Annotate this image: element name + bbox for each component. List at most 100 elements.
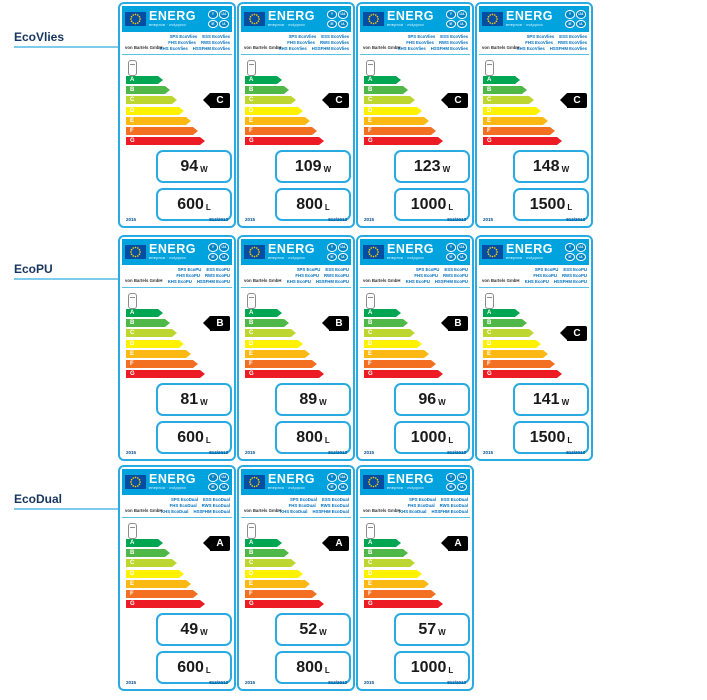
scale-arrow-letter: D <box>483 106 536 115</box>
scale-arrow-letter: G <box>126 137 200 146</box>
product-model: FHS EcoDual <box>288 503 316 509</box>
scale-arrow-c: C <box>364 96 415 105</box>
product-model: KHS EcoDual <box>280 509 308 515</box>
product-model: HSSFHM EcoDual <box>193 509 230 515</box>
liters-value: 600 <box>177 658 204 676</box>
product-model: HSSFHM EcoPU <box>434 279 468 285</box>
product-model-line: SPS EcoDual ESS EcoDual <box>124 497 230 503</box>
product-model: KHS EcoDual <box>161 509 189 515</box>
scale-arrow-e: E <box>483 116 548 125</box>
energ-subtitle: енергия · ενέργεια <box>506 255 543 260</box>
scale-arrow-d: D <box>245 569 303 578</box>
eu-flag-icon <box>363 245 384 259</box>
class-marker-tip-icon <box>560 326 567 341</box>
scale-arrow-tip-icon <box>158 76 163 84</box>
scale-arrow-g: G <box>245 600 324 609</box>
energy-class-letter: C <box>210 92 230 108</box>
energy-label: ENERG енергия · ενέργεια Y IJA IE IA SPS Ec… <box>118 465 236 691</box>
scale-arrow-tip-icon <box>312 360 317 368</box>
language-badges: Y IJA IE IA <box>446 10 467 28</box>
storage-tank-icon <box>366 60 375 76</box>
scale-arrow-tip-icon <box>305 349 310 358</box>
product-model-line: SPS EcoVlies ESS EcoVlies <box>362 34 468 40</box>
product-model-list: SPS EcoPU ESS EcoPU FHS EcoPU RWS EcoPU KHS … <box>124 267 230 286</box>
product-model-line: KHS EcoVlies HSSFHM EcoVlies <box>124 46 230 52</box>
scale-arrow-tip-icon <box>543 116 548 125</box>
scale-arrow-tip-icon <box>158 309 163 317</box>
regulation-label: 812/2013 <box>566 450 585 455</box>
liters-unit: L <box>567 435 573 445</box>
scale-arrow-letter: E <box>483 116 543 125</box>
language-badge: IE <box>565 252 575 261</box>
storage-tank-icon <box>485 293 494 309</box>
label-header: ENERG енергия · ενέργεια Y IJA IE IA <box>122 6 232 32</box>
volume-box: 600 L <box>156 651 232 684</box>
scale-arrow-e: E <box>364 579 429 588</box>
watts-unit: W <box>438 627 446 637</box>
scale-arrow-tip-icon <box>522 319 527 328</box>
scale-arrow-tip-icon <box>298 339 303 348</box>
watts-unit: W <box>200 164 208 174</box>
year-label: 2015 <box>245 450 256 455</box>
watts-value: 141 <box>532 390 560 408</box>
supplier-name: von Bartels GmbH <box>482 278 520 283</box>
language-badge: IE <box>327 482 337 491</box>
scale-arrow-tip-icon <box>319 137 324 146</box>
product-model-line: FHS EcoVlies RWS EcoVlies <box>481 40 587 46</box>
liters-unit: L <box>448 435 454 445</box>
scale-arrow-b: B <box>483 86 527 95</box>
scale-arrow-letter: F <box>245 360 312 368</box>
scale-arrow-tip-icon <box>396 309 401 317</box>
supplier-name: von Bartels GmbH <box>363 45 401 50</box>
energ-subtitle: енергия · ενέργεια <box>387 485 424 490</box>
product-model-line: FHS EcoDual RWS EcoDual <box>243 503 349 509</box>
liters-unit: L <box>448 665 454 675</box>
product-model-list: SPS EcoVlies ESS EcoVlies FHS EcoVlies RWS … <box>243 34 349 53</box>
product-model: HSSFHM EcoDual <box>431 509 468 515</box>
scale-arrow-tip-icon <box>536 339 541 348</box>
label-header: ENERG енергия · ενέργεια Y IJA IE IA <box>241 469 351 495</box>
energy-class-marker: C <box>322 92 349 108</box>
product-model: HSSFHM EcoPU <box>315 279 349 285</box>
product-model: FHS EcoPU <box>533 273 557 279</box>
scale-arrow-b: B <box>126 319 170 328</box>
product-model: KHS EcoVlies <box>397 46 426 52</box>
language-badges: Y IJA IE IA <box>327 473 348 491</box>
energy-label: ENERG енергия · ενέργεια Y IJA IE IA SPS Ec… <box>475 2 593 228</box>
watts-unit: W <box>200 627 208 637</box>
scale-arrow-c: C <box>126 559 177 568</box>
energ-title: ENERG <box>387 9 434 24</box>
scale-arrow-tip-icon <box>424 116 429 125</box>
scale-arrow-tip-icon <box>277 539 282 547</box>
volume-box: 800 L <box>275 651 351 684</box>
energ-title: ENERG <box>149 242 196 257</box>
liters-unit: L <box>205 665 211 675</box>
scale-arrow-c: C <box>245 559 296 568</box>
scale-arrow-f: F <box>245 360 317 368</box>
liters-unit: L <box>567 202 573 212</box>
language-badge: Y <box>208 10 218 19</box>
language-badge: IJA <box>338 473 348 482</box>
liters-unit: L <box>324 435 330 445</box>
product-model-list: SPS EcoVlies ESS EcoVlies FHS EcoVlies RWS … <box>362 34 468 53</box>
watts-unit: W <box>561 164 570 174</box>
scale-arrow-tip-icon <box>186 116 191 125</box>
liters-value: 600 <box>177 428 204 446</box>
product-model-line: SPS EcoVlies ESS EcoVlies <box>243 34 349 40</box>
energy-class-letter: A <box>329 535 349 551</box>
scale-arrow-letter: A <box>364 309 396 317</box>
scale-arrow-letter: D <box>126 339 179 348</box>
scale-arrow-e: E <box>245 349 310 358</box>
product-model: SPS EcoVlies <box>288 34 317 39</box>
language-badge: IA <box>457 252 467 261</box>
header-divider <box>241 54 351 55</box>
scale-arrow-tip-icon <box>305 579 310 588</box>
year-label: 2015 <box>483 450 494 455</box>
scale-arrow-letter: C <box>126 329 172 338</box>
header-title-block: ENERG енергия · ενέργεια <box>387 243 434 260</box>
language-badge: IA <box>457 19 467 28</box>
scale-arrow-tip-icon <box>431 590 436 598</box>
scale-arrow-tip-icon <box>522 86 527 95</box>
scale-arrow-letter: G <box>364 137 438 146</box>
energy-class-letter: C <box>567 325 587 341</box>
